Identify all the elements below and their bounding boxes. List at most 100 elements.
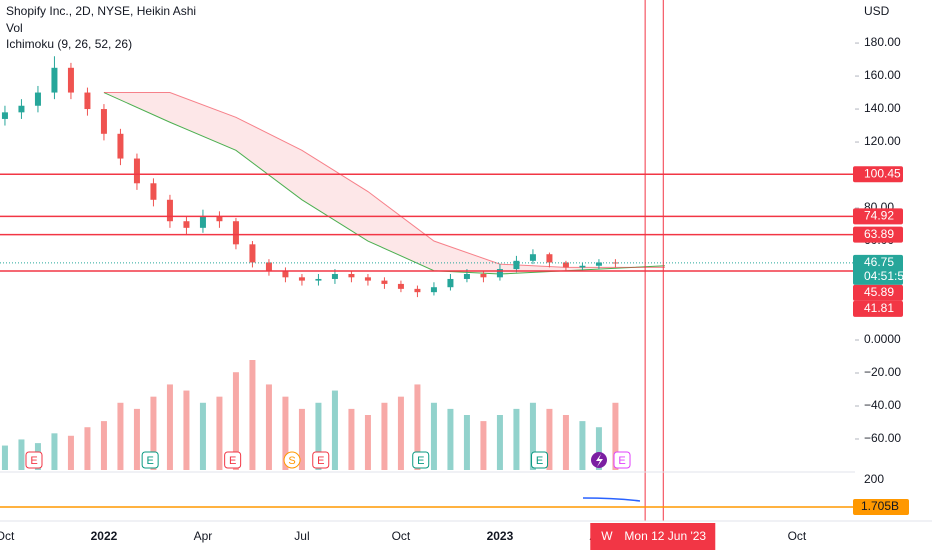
price-label: 100.45 (864, 166, 901, 180)
event-marker[interactable]: E (141, 451, 159, 469)
volume-bar (166, 384, 173, 470)
candle-body (579, 265, 586, 268)
candle-body (381, 280, 388, 284)
volume-bar (348, 408, 355, 470)
candle-body (216, 216, 223, 222)
price-label-box (853, 254, 903, 285)
candle-body (315, 278, 322, 281)
event-label: E (618, 455, 625, 467)
volume-bar (232, 372, 239, 470)
lower-value-label: 1.705B (861, 499, 899, 513)
y-tick-label: −60.00 (864, 431, 901, 445)
volume-bar (117, 402, 124, 470)
legend-indicator: Ichimoku (9, 26, 52, 26) (6, 37, 132, 51)
volume-bar (84, 427, 91, 470)
lower-tick-label: 200 (864, 472, 884, 486)
price-label: 74.92 (864, 209, 894, 223)
candle-body (480, 274, 487, 278)
event-badge (25, 451, 43, 469)
candle-body (232, 221, 239, 245)
candle-body (595, 262, 602, 266)
candle-body (166, 199, 173, 222)
volume-bar (430, 402, 437, 470)
y-tick-label: −20.00 (864, 365, 901, 379)
volume-bar (595, 427, 602, 470)
countdown: 04:51:53 (864, 269, 911, 283)
volume-bar (414, 384, 421, 470)
candle-body (529, 254, 536, 261)
span-a (103, 92, 665, 275)
volume-bar (18, 439, 25, 470)
candle-body (117, 133, 124, 159)
candle-body (348, 274, 355, 278)
event-badge (531, 451, 549, 469)
event-label: E (317, 455, 324, 467)
legend-indicator: Vol (6, 21, 23, 35)
price-label-box (853, 166, 903, 183)
candle-body (562, 262, 569, 268)
volume-bar (546, 408, 553, 470)
volume-bar (282, 396, 289, 470)
event-badge (283, 451, 301, 469)
event-badge (141, 451, 159, 469)
volume-bar (249, 360, 256, 470)
volume-bar (1, 445, 8, 470)
volume-bar (513, 408, 520, 470)
volume-bar (51, 433, 58, 470)
candle-body (463, 274, 470, 279)
price-label: 41.81 (864, 301, 894, 315)
event-badge (224, 451, 242, 469)
event-label: E (146, 455, 153, 467)
event-label: E (417, 455, 424, 467)
event-marker[interactable]: E (25, 451, 43, 469)
x-tick-label: 2023 (487, 529, 514, 543)
candle-body (133, 158, 140, 184)
event-marker[interactable]: E (412, 451, 430, 469)
candle-body (51, 67, 58, 93)
volume-bar (364, 415, 371, 470)
candle-body (1, 112, 8, 119)
event-marker[interactable]: S (283, 451, 301, 469)
span-b (103, 92, 665, 268)
candle-body (150, 183, 157, 200)
candle-body (18, 105, 25, 113)
event-marker[interactable]: E (312, 451, 330, 469)
y-tick-label: 120.00 (864, 134, 901, 148)
volume-bar (381, 402, 388, 470)
candle-body (331, 274, 338, 279)
candle-body (34, 92, 41, 106)
price-label-box (853, 226, 903, 243)
event-marker[interactable]: E (224, 451, 242, 469)
crosshair-date: Mon 12 Jun '23 (624, 529, 706, 543)
candle-body (84, 92, 91, 110)
volume-bar (579, 421, 586, 470)
volume-bar (447, 408, 454, 470)
x-tick-label: 2022 (91, 529, 118, 543)
currency: USD (864, 4, 890, 18)
volume-bar (331, 390, 338, 470)
volume-bar (397, 396, 404, 470)
volume-bar (298, 408, 305, 470)
x-tick-label: Apr (194, 529, 213, 543)
volume-bar (183, 390, 190, 470)
volume-bar (265, 384, 272, 470)
event-marker[interactable]: E (531, 451, 549, 469)
event-label: E (536, 455, 543, 467)
event-badge (613, 451, 631, 469)
crosshair-box (590, 523, 716, 550)
event-marker[interactable]: E (613, 451, 631, 469)
price-label: 45.89 (864, 285, 894, 299)
candle-body (265, 262, 272, 271)
event-label: E (229, 455, 236, 467)
y-tick-label: 0.0000 (864, 332, 901, 346)
volume-bar (150, 396, 157, 470)
y-tick-label: 180.00 (864, 35, 901, 49)
legend-title: Shopify Inc., 2D, NYSE, Heikin Ashi (6, 4, 196, 18)
price-label-box (853, 284, 903, 301)
lower-value-box (853, 499, 909, 515)
candle-body (513, 260, 520, 270)
x-tick-label: Jul (294, 529, 309, 543)
price-label: 46.75 (864, 255, 894, 269)
volume-bar (496, 415, 503, 470)
